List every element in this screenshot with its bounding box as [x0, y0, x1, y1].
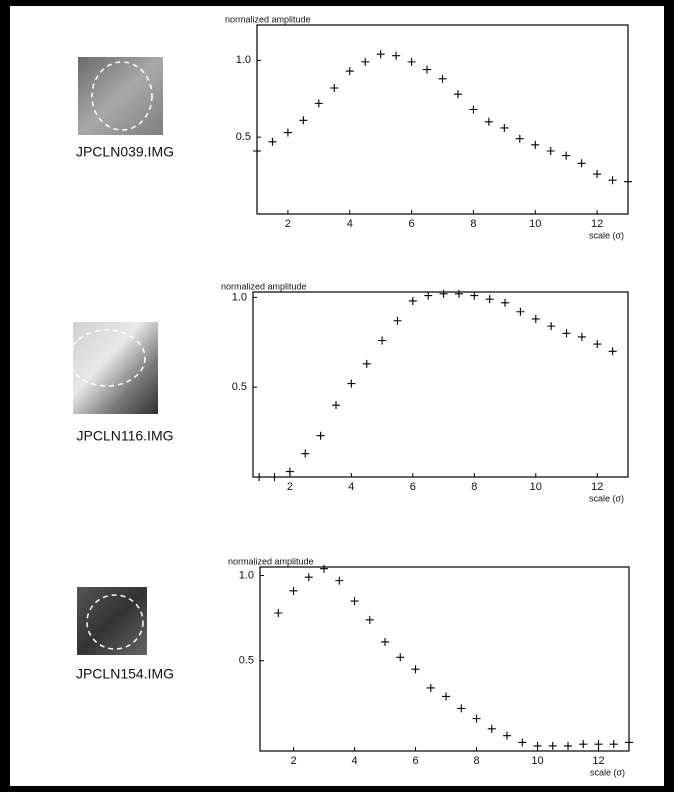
image-caption: JPCLN039.IMG — [76, 144, 174, 160]
x-axis-label: scale (σ) — [590, 767, 625, 777]
x-tick-label: 4 — [348, 481, 354, 493]
x-tick-label: 12 — [592, 755, 604, 767]
y-tick-label: 0.5 — [236, 131, 251, 143]
x-tick-label: 4 — [347, 218, 353, 230]
x-tick-label: 10 — [529, 218, 541, 230]
y-tick-label: 0.5 — [239, 655, 254, 667]
x-tick-label: 8 — [473, 755, 479, 767]
x-tick-label: 4 — [351, 755, 357, 767]
image-caption: JPCLN116.IMG — [77, 428, 174, 444]
x-axis-label: scale (σ) — [589, 493, 624, 503]
thumbnail — [78, 57, 163, 135]
y-axis-label: normalized amplitude — [225, 14, 311, 24]
y-axis-label: normalized amplitude — [221, 281, 307, 291]
y-tick-label: 1.0 — [236, 54, 251, 66]
x-tick-label: 2 — [285, 218, 291, 230]
x-tick-label: 6 — [409, 218, 415, 230]
y-tick-label: 1.0 — [239, 569, 254, 581]
x-axis-label: scale (σ) — [589, 230, 624, 240]
x-tick-label: 8 — [471, 481, 477, 493]
image-caption: JPCLN154.IMG — [76, 666, 174, 682]
x-tick-label: 6 — [410, 481, 416, 493]
x-tick-label: 12 — [591, 218, 603, 230]
y-axis-label: normalized amplitude — [228, 556, 314, 566]
thumbnail — [77, 587, 147, 655]
x-tick-label: 8 — [470, 218, 476, 230]
thumbnail — [69, 322, 158, 414]
figure: JPCLN039.IMG normalized amplitude scale (σ… — [0, 0, 674, 792]
x-tick-label: 10 — [531, 755, 543, 767]
y-tick-label: 0.5 — [232, 381, 247, 393]
x-tick-label: 10 — [530, 481, 542, 493]
page: {"chart_data": [ {"type": "scatter", "im… — [0, 0, 674, 792]
x-tick-label: 6 — [412, 755, 418, 767]
x-tick-label: 2 — [287, 481, 293, 493]
x-tick-label: 12 — [591, 481, 603, 493]
x-tick-label: 2 — [290, 755, 296, 767]
y-tick-label: 1.0 — [232, 291, 247, 303]
